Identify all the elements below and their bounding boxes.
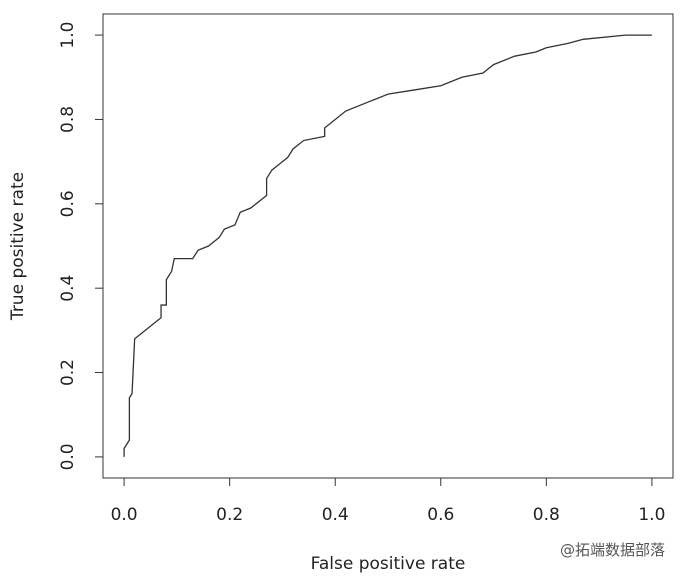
x-axis-label: False positive rate [311, 554, 466, 574]
x-tick-label: 0.0 [111, 505, 138, 525]
y-tick-label: 0.8 [58, 106, 78, 133]
y-tick-label: 0.6 [58, 190, 78, 217]
roc-line [123, 34, 652, 457]
y-tick-label: 1.0 [58, 22, 78, 49]
x-tick-label: 0.2 [216, 505, 243, 525]
plot-box [102, 13, 674, 479]
y-tick-label: 0.0 [58, 443, 78, 470]
x-tick-label: 0.4 [322, 505, 349, 525]
y-axis-label: True positive rate [8, 172, 28, 321]
watermark: @拓端数据部落 [560, 541, 665, 559]
x-tick-label: 1.0 [638, 505, 665, 525]
y-tick-label: 0.4 [58, 275, 78, 302]
y-tick-label: 0.2 [58, 359, 78, 386]
x-tick-label: 0.6 [427, 505, 454, 525]
x-tick-label: 0.8 [533, 505, 560, 525]
